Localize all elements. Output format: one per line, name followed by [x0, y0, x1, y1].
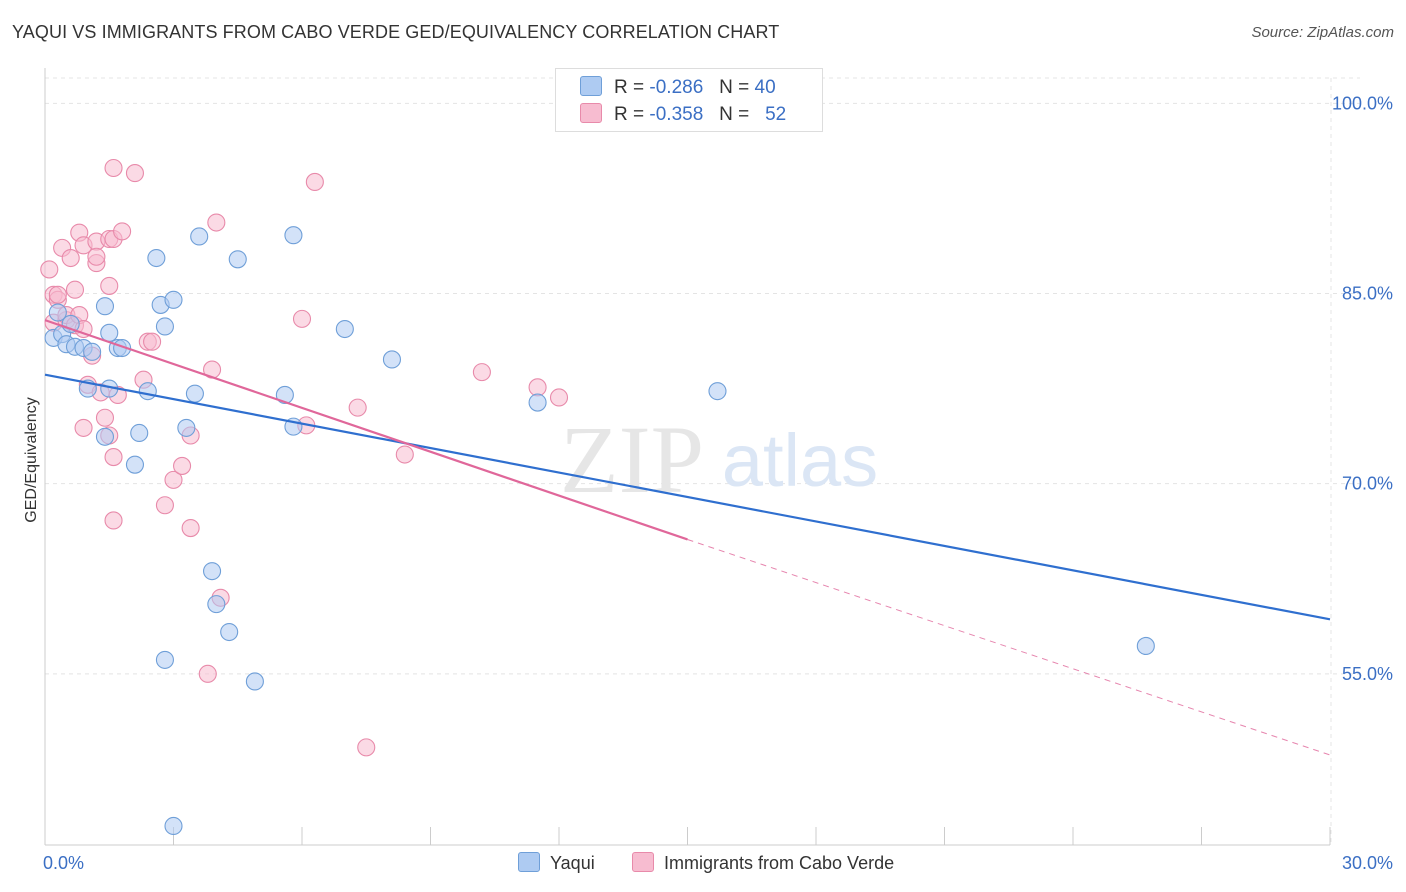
data-point-yaqui [275, 385, 294, 404]
data-point-cabo-verde [207, 213, 226, 232]
data-point-yaqui [284, 226, 303, 245]
data-point-yaqui [95, 297, 115, 316]
data-point-cabo-verde [100, 276, 119, 295]
data-point-yaqui [164, 290, 183, 309]
data-point-yaqui [245, 672, 264, 691]
data-point-yaqui [228, 250, 247, 269]
data-point-cabo-verde [181, 519, 200, 538]
data-point-yaqui [528, 393, 547, 412]
data-point-cabo-verde [104, 511, 123, 530]
trend-line-cabo-verde-extension [687, 538, 1331, 756]
y-tick-label: 85.0% [1342, 284, 1393, 304]
series-cabo-verde-points [40, 158, 569, 757]
legend-r-label: R = [614, 104, 645, 125]
x-tick-label-min: 0.0% [43, 853, 84, 873]
y-tick-label: 100.0% [1332, 93, 1393, 113]
data-point-cabo-verde [155, 496, 174, 515]
legend-n-label: N = [719, 77, 750, 98]
bottom-legend-label-yaqui: Yaqui [550, 853, 595, 873]
data-point-cabo-verde [104, 448, 123, 467]
data-point-cabo-verde [357, 738, 376, 757]
legend-n-value: 40 [754, 77, 776, 98]
y-tick-label: 70.0% [1342, 474, 1393, 494]
series-yaqui-points [44, 226, 1155, 836]
data-point-yaqui [83, 342, 102, 361]
legend-r-label: R = [614, 77, 645, 98]
data-point-cabo-verde [40, 260, 59, 279]
data-point-yaqui [220, 622, 239, 642]
y-tick-label: 55.0% [1342, 664, 1393, 684]
bottom-legend-cabo-verde: Immigrants from Cabo Verde [632, 852, 894, 874]
data-point-yaqui [164, 816, 183, 836]
data-point-yaqui [113, 338, 132, 358]
data-point-cabo-verde [87, 247, 106, 266]
data-point-yaqui [155, 317, 174, 336]
data-point-cabo-verde [395, 445, 414, 464]
watermark-atlas: atlas [722, 419, 878, 502]
data-point-yaqui [177, 418, 196, 437]
data-point-cabo-verde [164, 470, 183, 489]
bottom-legend-swatch-cabo-verde [632, 852, 654, 872]
data-point-yaqui [48, 303, 67, 322]
data-point-cabo-verde [472, 363, 491, 382]
legend-swatch-cabo-verde [580, 103, 602, 123]
data-point-cabo-verde [173, 456, 192, 475]
data-point-yaqui [708, 382, 727, 401]
legend: R = -0.286 N = 40 R = -0.358 N = 52 [555, 68, 823, 132]
data-point-cabo-verde [74, 418, 93, 437]
data-point-yaqui [147, 248, 166, 268]
data-point-yaqui [100, 323, 119, 342]
source-label: Source: ZipAtlas.com [1251, 24, 1394, 41]
legend-r-value: -0.358 [649, 104, 704, 125]
legend-row-yaqui: R = -0.286 N = 40 [580, 76, 776, 99]
data-point-yaqui [185, 384, 204, 403]
tick-labels: 55.0% 70.0% 85.0% 100.0% 0.0% 30.0% [43, 93, 1393, 873]
trend-line-cabo-verde [44, 319, 688, 541]
data-point-cabo-verde [348, 398, 367, 417]
bottom-legend-label-cabo-verde: Immigrants from Cabo Verde [664, 853, 895, 873]
data-point-yaqui [203, 562, 222, 581]
data-point-cabo-verde [48, 285, 67, 304]
data-point-cabo-verde [95, 408, 115, 427]
y-axis-label: GED/Equivalency [23, 397, 40, 523]
data-point-yaqui [138, 382, 157, 401]
chart-title: YAQUI VS IMMIGRANTS FROM CABO VERDE GED/… [12, 22, 780, 42]
trend-lines [44, 319, 1331, 756]
data-point-cabo-verde [198, 664, 217, 683]
legend-n-value: 52 [765, 104, 787, 125]
data-point-yaqui [1136, 636, 1155, 656]
x-tick-label-max: 30.0% [1342, 853, 1393, 873]
data-point-cabo-verde [549, 388, 569, 407]
data-point-yaqui [335, 319, 354, 339]
data-point-cabo-verde [104, 158, 123, 178]
data-point-cabo-verde [143, 332, 162, 351]
data-point-yaqui [207, 595, 226, 614]
axes [44, 68, 1331, 846]
data-point-cabo-verde [65, 280, 85, 299]
bottom-legend-swatch-yaqui [518, 852, 540, 872]
data-point-cabo-verde [125, 164, 144, 183]
watermark: ZIP atlas [560, 406, 878, 513]
data-point-cabo-verde [305, 172, 324, 192]
data-point-cabo-verde [292, 309, 312, 328]
bottom-legend-yaqui: Yaqui [518, 852, 595, 874]
legend-swatch-yaqui [580, 76, 602, 96]
data-point-yaqui [382, 350, 402, 369]
data-point-yaqui [95, 427, 115, 446]
trend-line-yaqui [44, 373, 1331, 621]
legend-r-value: -0.286 [649, 77, 704, 98]
data-point-yaqui [130, 423, 149, 443]
data-point-cabo-verde [113, 222, 132, 241]
data-point-cabo-verde [528, 378, 547, 397]
legend-n-label: N = [719, 104, 750, 125]
data-point-cabo-verde [61, 248, 80, 268]
data-point-yaqui [125, 455, 144, 474]
legend-row-cabo-verde: R = -0.358 N = 52 [580, 103, 786, 126]
data-point-yaqui [190, 227, 209, 246]
data-point-yaqui [155, 650, 174, 669]
